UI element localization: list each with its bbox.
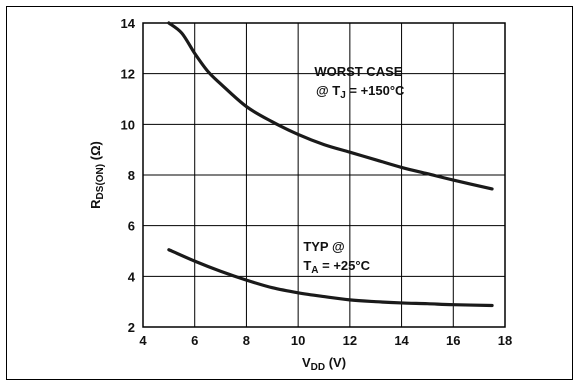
annotation-worst-case-rest: = +150°C	[346, 83, 405, 98]
y-tick-label: 4	[128, 269, 136, 284]
x-tick-label: 14	[394, 333, 409, 348]
series-layer	[167, 21, 494, 308]
annotation-typical: TYP @ TA = +25°C	[303, 239, 370, 276]
x-axis-label: VDD (V)	[302, 355, 346, 373]
annotation-typical-line1: TYP @	[303, 239, 344, 254]
annotation-typical-sub: A	[311, 265, 318, 276]
x-tick-label: 6	[191, 333, 198, 348]
x-tick-label: 16	[446, 333, 460, 348]
plot-area	[142, 22, 506, 328]
annotation-worst-case-sub: J	[340, 90, 346, 101]
annotation-typical-rest: = +25°C	[319, 258, 371, 273]
annotation-worst-case-line2: @ T	[316, 83, 340, 98]
y-tick-label: 14	[121, 16, 136, 31]
annotation-worst-case: WORST CASE @ TJ = +150°C	[314, 64, 406, 101]
x-tick-label: 4	[139, 333, 147, 348]
y-tick-label: 10	[121, 117, 135, 132]
y-tick-label: 12	[121, 67, 135, 82]
x-tick-label: 8	[243, 333, 250, 348]
x-axis-label-sub: DD	[311, 362, 325, 373]
series-line-typical	[167, 248, 494, 308]
chart-frame	[6, 6, 573, 380]
y-axis-label-sub: DS(ON)	[95, 164, 106, 200]
annotation-worst-case-line1: WORST CASE	[314, 64, 402, 79]
annotation-typical-line2: T	[303, 258, 311, 273]
x-tick-label: 10	[291, 333, 305, 348]
y-tick-label: 8	[128, 168, 135, 183]
y-tick-label: 2	[128, 320, 135, 335]
y-axis-label: RDS(ON) (Ω)	[88, 141, 106, 209]
y-tick-label: 6	[128, 219, 135, 234]
x-axis-label-unit: (V)	[325, 355, 346, 370]
x-axis-label-main: V	[302, 355, 311, 370]
series-line-worst-case	[167, 21, 494, 191]
x-tick-label: 18	[498, 333, 512, 348]
y-axis-label-main: R	[88, 199, 103, 209]
grid-lines	[143, 23, 505, 327]
x-tick-label: 12	[343, 333, 357, 348]
y-axis-label-unit: (Ω)	[88, 141, 103, 164]
